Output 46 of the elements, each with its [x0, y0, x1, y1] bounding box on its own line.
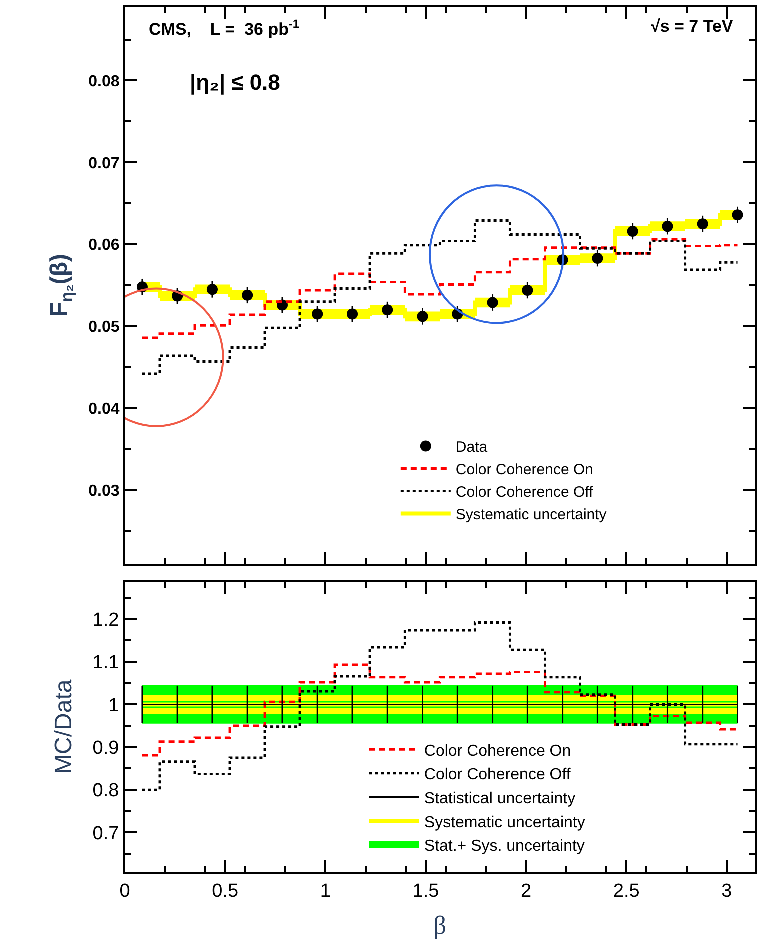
x-tick-label: 0.5	[212, 880, 239, 902]
legend-label: Color Coherence Off	[456, 484, 594, 502]
x-tick-label: 0	[120, 880, 130, 902]
x-tick-label: 2	[520, 880, 532, 902]
point	[347, 308, 358, 320]
y-tick-label: 0.08	[88, 73, 120, 90]
y-tick-label: 0.05	[88, 319, 120, 336]
legend-label: Statistical uncertainty	[424, 790, 576, 808]
annotation: |η₂| ≤ 0.8	[190, 70, 280, 95]
point	[697, 218, 708, 230]
annotation: CMS, L = 36 pb$^{-1}$	[149, 17, 300, 40]
y-tick-label: 1	[108, 695, 120, 716]
y-axis-title: MC/Data	[50, 679, 78, 774]
point	[732, 210, 744, 221]
legend-label: Color Coherence On	[456, 462, 594, 479]
point	[206, 284, 218, 296]
point	[312, 308, 324, 320]
y-tick-label: 1.2	[92, 610, 120, 632]
annotation: √s = 7 TeV	[651, 17, 734, 36]
point	[592, 253, 604, 264]
point	[487, 297, 498, 308]
x-axis-title: β	[433, 911, 447, 940]
x-tick-label: 2.5	[613, 880, 640, 902]
y-tick-label: 0.7	[92, 823, 120, 844]
legend-label: Systematic uncertainty	[424, 814, 586, 832]
y-tick-label: 1.1	[92, 652, 120, 674]
x-tick-label: 3	[722, 880, 732, 902]
legend-label: Systematic uncertainty	[456, 506, 608, 524]
point	[417, 311, 428, 322]
x-tick-label: 1	[320, 880, 331, 902]
y-tick-label: 0.8	[92, 780, 120, 802]
point	[627, 226, 638, 237]
point	[242, 290, 254, 301]
point	[522, 284, 534, 296]
x-tick-label: 1.5	[412, 880, 440, 902]
legend-label: Data	[456, 439, 488, 456]
legend-label: Stat.+ Sys. uncertainty	[424, 838, 585, 856]
y-tick-label: 0.06	[88, 237, 120, 254]
y-tick-label: 0.03	[88, 482, 120, 500]
legend-label: Color Coherence On	[424, 742, 572, 760]
legend-label: Color Coherence Off	[424, 766, 572, 784]
point	[662, 221, 674, 232]
y-tick-label: 0.04	[88, 401, 120, 418]
y-tick-label: 0.07	[88, 155, 120, 172]
y-tick-label: 0.9	[92, 738, 120, 760]
point	[382, 304, 394, 316]
